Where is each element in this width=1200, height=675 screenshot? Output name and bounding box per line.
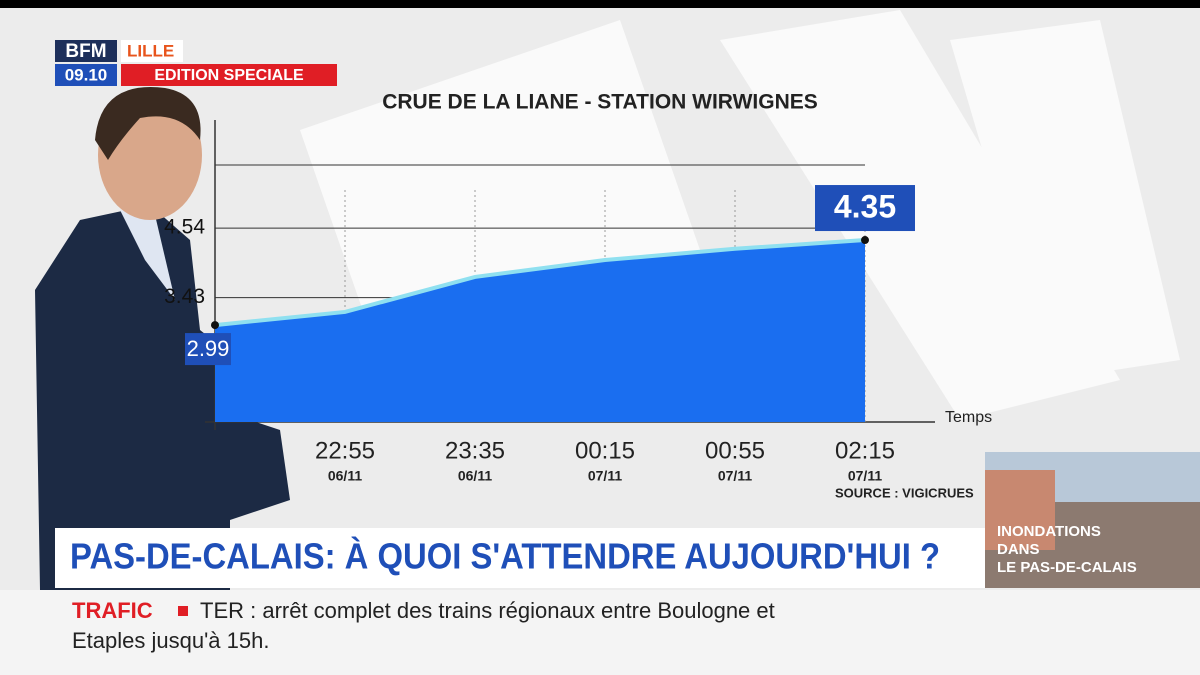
x-tick-label: 00:55 [705,437,765,464]
city: LILLE [127,41,174,60]
logo-box [55,40,117,62]
x-tick-date: 07/11 [848,468,882,484]
edition: EDITION SPECIALE [154,67,304,84]
ticker-dot [178,606,188,616]
inset: INONDATIONS DANS LE PAS-DE-CALAIS [985,452,1200,588]
value-label-box [185,333,231,366]
point [861,236,869,245]
ticker-text: TER : arrêt complet des trains régionaux… [200,598,775,623]
x-tick-label: 22:55 [315,437,375,464]
inset-caption: LE PAS-DE-CALAIS [997,559,1137,576]
inset-caption: DANS [997,541,1040,558]
edition-box [121,64,337,86]
x-tick-date: 06/11 [458,468,492,484]
ticker-label: TRAFIC [72,598,153,623]
inset-house [985,470,1055,550]
logo: BFM [65,41,106,62]
x-tick-date: 07/11 [718,468,752,484]
inset-caption: INONDATIONS [997,523,1101,540]
ticker-text: Etaples jusqu'à 15h. [72,628,269,653]
x-tick-label: 23:35 [445,437,505,464]
top-bar [0,0,1200,8]
time: 09.10 [65,65,108,84]
value-label: 2.99 [187,336,230,361]
ticker-box [0,590,1200,675]
y-tick-label: 4.54 [164,216,205,239]
x-tick-date: 07/11 [588,468,622,484]
value-label: 4.35 [834,188,896,224]
point [211,321,219,330]
x-axis-label: Temps [945,409,992,426]
y-tick-label: 3.43 [164,285,205,308]
x-tick-label: 02:15 [835,437,895,464]
area [215,240,865,422]
x-tick-date: 06/11 [328,468,362,484]
channel-header: BFM LILLE 09.10 EDITION SPECIALE [55,40,337,86]
city-box [121,40,183,62]
x-tick-label: 00:15 [575,437,635,464]
time-box [55,64,117,86]
headline: PAS-DE-CALAIS: À QUOI S'ATTENDRE AUJOURD… [70,536,940,577]
headline-box [55,528,985,588]
source: SOURCE : VIGICRUES [835,485,974,500]
area-line [214,238,866,328]
chart-title: CRUE DE LA LIANE - STATION WIRWIGNES [382,91,818,114]
value-label-box [815,185,915,232]
chart: CRUE DE LA LIANE - STATION WIRWIGNES Tem… [164,91,992,501]
